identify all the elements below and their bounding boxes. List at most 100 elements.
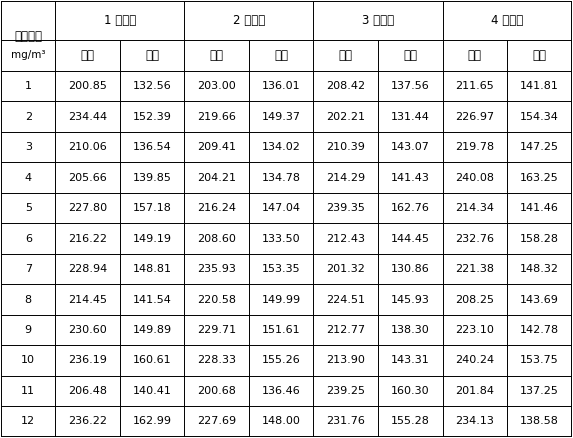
Text: 214.45: 214.45 (68, 294, 107, 304)
Text: 201.32: 201.32 (326, 264, 365, 274)
Text: 空白: 空白 (80, 49, 95, 62)
Text: 227.80: 227.80 (68, 203, 107, 213)
Text: 240.08: 240.08 (456, 173, 494, 183)
Text: 141.81: 141.81 (520, 81, 559, 91)
Text: 212.77: 212.77 (326, 325, 365, 335)
Text: 141.46: 141.46 (520, 203, 559, 213)
Text: 160.61: 160.61 (133, 356, 171, 365)
Text: 210.39: 210.39 (326, 142, 365, 152)
Text: 227.69: 227.69 (197, 417, 236, 426)
Text: 10: 10 (21, 356, 36, 365)
Text: 228.94: 228.94 (68, 264, 107, 274)
Text: 143.31: 143.31 (391, 356, 430, 365)
Text: 131.44: 131.44 (391, 112, 430, 122)
Text: 142.78: 142.78 (520, 325, 559, 335)
Text: 208.25: 208.25 (456, 294, 494, 304)
Text: 136.46: 136.46 (262, 386, 300, 396)
Text: 151.61: 151.61 (262, 325, 300, 335)
Text: 141.43: 141.43 (391, 173, 430, 183)
Text: 139.85: 139.85 (132, 173, 171, 183)
Text: 236.19: 236.19 (68, 356, 107, 365)
Text: 147.25: 147.25 (520, 142, 559, 152)
Text: 149.37: 149.37 (262, 112, 301, 122)
Text: 205.66: 205.66 (68, 173, 107, 183)
Text: 试样: 试样 (403, 49, 417, 62)
Text: 216.24: 216.24 (197, 203, 236, 213)
Text: 148.81: 148.81 (132, 264, 171, 274)
Text: 155.26: 155.26 (262, 356, 300, 365)
Text: 137.25: 137.25 (520, 386, 559, 396)
Text: 200.85: 200.85 (68, 81, 107, 91)
Text: 148.00: 148.00 (262, 417, 301, 426)
Text: 145.93: 145.93 (391, 294, 430, 304)
Text: 162.99: 162.99 (132, 417, 171, 426)
Text: 232.76: 232.76 (456, 233, 494, 244)
Text: 219.78: 219.78 (455, 142, 494, 152)
Text: 8: 8 (25, 294, 32, 304)
Text: 130.86: 130.86 (391, 264, 430, 274)
Text: 138.30: 138.30 (391, 325, 430, 335)
Text: 3 号锅炉: 3 号锅炉 (362, 14, 394, 27)
Text: 236.22: 236.22 (68, 417, 107, 426)
Text: 136.01: 136.01 (262, 81, 300, 91)
Text: 148.32: 148.32 (520, 264, 559, 274)
Text: 9: 9 (25, 325, 32, 335)
Text: 206.48: 206.48 (68, 386, 107, 396)
Text: 1 号锅炉: 1 号锅炉 (104, 14, 136, 27)
Text: 235.93: 235.93 (197, 264, 236, 274)
Text: 208.42: 208.42 (326, 81, 365, 91)
Text: 202.21: 202.21 (326, 112, 365, 122)
Text: mg/m³: mg/m³ (11, 50, 45, 60)
Text: 11: 11 (21, 386, 36, 396)
Text: 200.68: 200.68 (197, 386, 236, 396)
Text: 12: 12 (21, 417, 36, 426)
Text: 153.75: 153.75 (520, 356, 559, 365)
Text: 201.84: 201.84 (456, 386, 494, 396)
Text: 154.34: 154.34 (520, 112, 559, 122)
Text: 140.41: 140.41 (132, 386, 171, 396)
Text: 219.66: 219.66 (197, 112, 236, 122)
Text: 氮氧化物: 氮氧化物 (14, 30, 42, 43)
Text: 223.10: 223.10 (456, 325, 494, 335)
Text: 240.24: 240.24 (455, 356, 494, 365)
Text: 4: 4 (25, 173, 32, 183)
Text: 158.28: 158.28 (520, 233, 559, 244)
Text: 239.25: 239.25 (326, 386, 365, 396)
Text: 1: 1 (25, 81, 32, 91)
Text: 157.18: 157.18 (132, 203, 171, 213)
Text: 239.35: 239.35 (326, 203, 365, 213)
Text: 221.38: 221.38 (456, 264, 494, 274)
Text: 152.39: 152.39 (132, 112, 171, 122)
Text: 空白: 空白 (210, 49, 223, 62)
Text: 163.25: 163.25 (520, 173, 559, 183)
Text: 224.51: 224.51 (326, 294, 365, 304)
Text: 209.41: 209.41 (197, 142, 236, 152)
Text: 210.06: 210.06 (68, 142, 107, 152)
Text: 3: 3 (25, 142, 32, 152)
Text: 212.43: 212.43 (326, 233, 365, 244)
Text: 试样: 试样 (532, 49, 546, 62)
Text: 214.34: 214.34 (456, 203, 494, 213)
Text: 208.60: 208.60 (197, 233, 236, 244)
Text: 空白: 空白 (339, 49, 352, 62)
Text: 6: 6 (25, 233, 32, 244)
Text: 203.00: 203.00 (197, 81, 236, 91)
Text: 234.44: 234.44 (68, 112, 107, 122)
Text: 230.60: 230.60 (68, 325, 107, 335)
Text: 试样: 试样 (145, 49, 159, 62)
Text: 试样: 试样 (274, 49, 288, 62)
Text: 226.97: 226.97 (455, 112, 494, 122)
Text: 134.02: 134.02 (262, 142, 301, 152)
Text: 134.78: 134.78 (262, 173, 301, 183)
Text: 136.54: 136.54 (132, 142, 171, 152)
Text: 2: 2 (25, 112, 32, 122)
Text: 229.71: 229.71 (197, 325, 236, 335)
Text: 141.54: 141.54 (132, 294, 171, 304)
Text: 149.19: 149.19 (132, 233, 171, 244)
Text: 133.50: 133.50 (262, 233, 300, 244)
Text: 7: 7 (25, 264, 32, 274)
Text: 234.13: 234.13 (456, 417, 494, 426)
Text: 空白: 空白 (468, 49, 482, 62)
Text: 214.29: 214.29 (326, 173, 365, 183)
Text: 216.22: 216.22 (68, 233, 107, 244)
